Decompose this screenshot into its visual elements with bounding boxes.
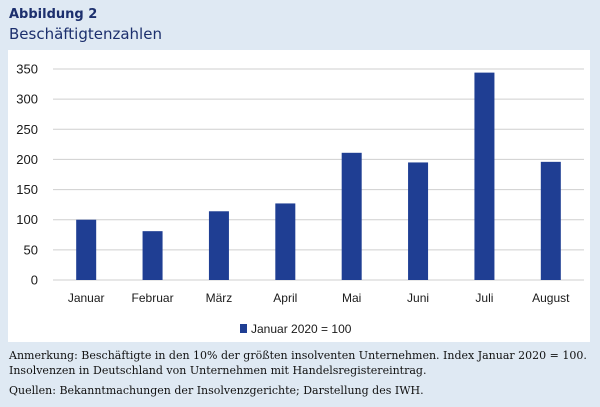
y-tick-label: 50: [24, 242, 38, 257]
bar: [474, 72, 495, 280]
footnotes: Anmerkung: Beschäftigte in den 10% der g…: [9, 348, 594, 398]
bar: [142, 231, 163, 280]
gridlines: [53, 68, 584, 281]
bar: [408, 162, 429, 280]
x-tick-label: August: [532, 291, 570, 305]
y-tick-label: 350: [16, 62, 38, 77]
chart-panel: 0 50 100 150 200 250 300 350 Januar Februar März A…: [8, 50, 590, 342]
x-tick-label: Juli: [475, 291, 493, 305]
figure-title: Beschäftigtenzahlen: [9, 25, 162, 43]
x-tick-label: Februar: [132, 291, 174, 305]
y-tick-label: 250: [16, 122, 38, 137]
x-tick-label: Mai: [342, 291, 361, 305]
bar: [540, 161, 561, 280]
bars: [76, 72, 561, 280]
y-tick-label: 150: [16, 182, 38, 197]
x-tick-label: April: [273, 291, 297, 305]
x-tick-label: Januar: [68, 291, 105, 305]
annotation-note: Anmerkung: Beschäftigte in den 10% der g…: [9, 349, 587, 377]
bar: [76, 219, 97, 280]
bar: [341, 152, 362, 280]
legend: Januar 2020 = 100: [240, 322, 352, 336]
figure-label: Abbildung 2: [9, 7, 98, 22]
x-axis-ticks: Januar Februar März April Mai Juni Juli August: [68, 291, 570, 305]
y-tick-label: 200: [16, 152, 38, 167]
legend-label: Januar 2020 = 100: [251, 322, 352, 336]
y-tick-label: 0: [31, 273, 38, 288]
sources-note: Quellen: Bekanntmachungen der Insolvenzg…: [9, 384, 424, 397]
y-tick-label: 100: [16, 212, 38, 227]
x-tick-label: März: [206, 291, 233, 305]
x-tick-label: Juni: [407, 291, 429, 305]
bar-chart: 0 50 100 150 200 250 300 350 Januar Februar März A…: [16, 62, 584, 336]
legend-swatch: [240, 324, 247, 333]
y-tick-label: 300: [16, 92, 38, 107]
bar: [208, 211, 229, 280]
bar: [275, 203, 296, 280]
y-axis-ticks: 0 50 100 150 200 250 300 350: [16, 62, 38, 288]
